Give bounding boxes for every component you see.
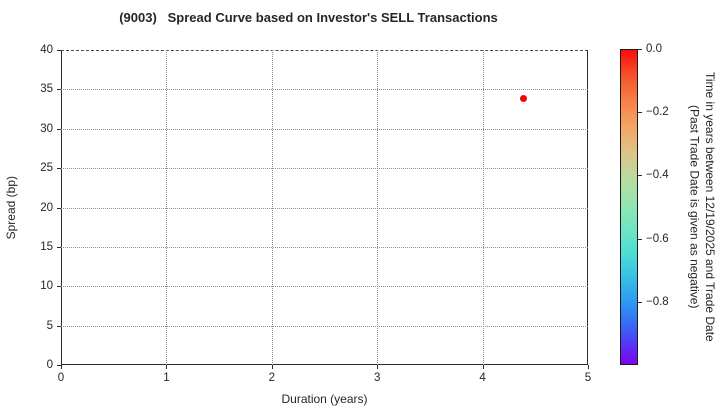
y-tick-mark bbox=[57, 246, 61, 248]
y-gridline bbox=[61, 128, 588, 130]
x-tick-mark bbox=[61, 365, 62, 369]
y-tick-label: 30 bbox=[40, 122, 53, 135]
y-gridline bbox=[61, 89, 588, 91]
data-point bbox=[520, 94, 528, 102]
y-tick-label: 35 bbox=[40, 83, 53, 96]
x-tick-label: 2 bbox=[268, 372, 275, 384]
y-tick-mark bbox=[57, 89, 61, 91]
y-gridline bbox=[61, 325, 588, 327]
colorbar-tick-label: −0.2 bbox=[646, 106, 669, 119]
x-tick-mark bbox=[588, 365, 589, 369]
y-tick-mark bbox=[57, 365, 61, 366]
y-tick-mark bbox=[57, 207, 61, 209]
y-tick-label: 20 bbox=[40, 201, 53, 214]
x-tick-mark bbox=[377, 365, 379, 369]
y-tick-label: 0 bbox=[46, 359, 53, 371]
colorbar bbox=[620, 49, 638, 365]
colorbar-tick-label: −0.6 bbox=[646, 232, 669, 245]
colorbar-tick-label: 0.0 bbox=[646, 43, 662, 55]
x-tick-label: 4 bbox=[479, 372, 486, 384]
colorbar-tick-mark bbox=[638, 49, 642, 50]
colorbar-label: Time in years between 12/19/2025 and Tra… bbox=[679, 49, 718, 365]
x-tick-mark bbox=[271, 365, 273, 369]
chart-title: (9003) Spread Curve based on Investor's … bbox=[119, 10, 498, 25]
y-gridline bbox=[61, 207, 588, 209]
colorbar-tick-mark bbox=[638, 112, 642, 114]
y-gridline bbox=[61, 286, 588, 288]
x-tick-mark bbox=[482, 365, 484, 369]
x-axis-label: Duration (years) bbox=[281, 392, 368, 406]
y-tick-mark bbox=[57, 286, 61, 288]
y-tick-label: 15 bbox=[40, 240, 53, 253]
colorbar-tick-mark bbox=[638, 238, 642, 240]
colorbar-tick-label: −0.4 bbox=[646, 169, 669, 182]
y-gridline bbox=[61, 168, 588, 170]
colorbar-label-line1: Time in years between 12/19/2025 and Tra… bbox=[703, 72, 717, 342]
y-tick-label: 5 bbox=[46, 319, 53, 332]
colorbar-tick-label: −0.8 bbox=[646, 295, 669, 308]
x-tick-mark bbox=[166, 365, 168, 369]
y-tick-mark bbox=[57, 128, 61, 130]
colorbar-tick-mark bbox=[638, 175, 642, 177]
y-gridline bbox=[61, 246, 588, 248]
y-tick-mark bbox=[57, 50, 61, 51]
y-tick-label: 10 bbox=[40, 280, 53, 293]
x-tick-label: 3 bbox=[373, 372, 381, 384]
y-tick-label: 25 bbox=[40, 162, 53, 175]
colorbar-tick-mark bbox=[638, 301, 642, 303]
colorbar-label-line2: (Past Trade Date is given as negative) bbox=[687, 105, 702, 309]
y-tick-mark bbox=[57, 325, 61, 327]
y-tick-label: 40 bbox=[40, 44, 53, 56]
x-tick-label: 5 bbox=[584, 372, 592, 384]
x-tick-label: 0 bbox=[57, 372, 65, 384]
x-tick-label: 1 bbox=[163, 372, 170, 384]
y-tick-mark bbox=[57, 168, 61, 170]
